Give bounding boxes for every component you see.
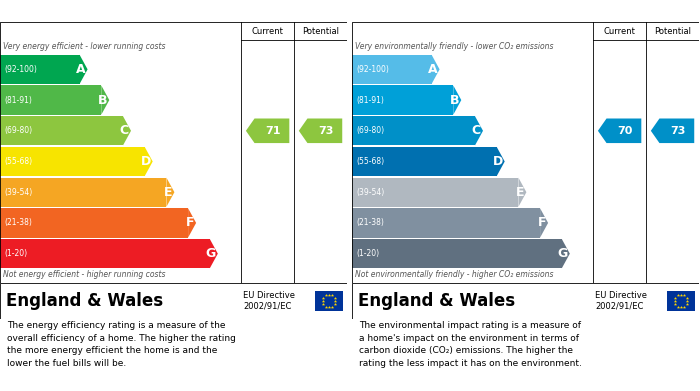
Bar — [0, 178, 167, 207]
Text: The environmental impact rating is a measure of
a home's impact on the environme: The environmental impact rating is a mea… — [359, 321, 582, 368]
Text: D: D — [141, 155, 150, 168]
Text: E: E — [164, 186, 172, 199]
Text: C: C — [472, 124, 481, 137]
Text: G: G — [206, 247, 216, 260]
Polygon shape — [519, 178, 526, 207]
Polygon shape — [210, 239, 218, 268]
Text: (39-54): (39-54) — [356, 188, 384, 197]
Text: EU Directive
2002/91/EC: EU Directive 2002/91/EC — [595, 291, 647, 311]
Text: (92-100): (92-100) — [356, 65, 389, 74]
Polygon shape — [598, 118, 641, 143]
Polygon shape — [299, 118, 342, 143]
Text: E: E — [516, 186, 524, 199]
Text: EU Directive
2002/91/EC: EU Directive 2002/91/EC — [243, 291, 295, 311]
Bar — [0, 208, 188, 238]
Polygon shape — [540, 208, 548, 238]
Polygon shape — [102, 86, 109, 115]
Text: G: G — [558, 247, 568, 260]
Text: F: F — [186, 217, 194, 230]
Text: Not environmentally friendly - higher CO₂ emissions: Not environmentally friendly - higher CO… — [355, 270, 554, 279]
Polygon shape — [80, 55, 88, 84]
Text: 73: 73 — [670, 126, 685, 136]
Polygon shape — [454, 86, 461, 115]
Text: The energy efficiency rating is a measure of the
overall efficiency of a home. T: The energy efficiency rating is a measur… — [7, 321, 236, 368]
Text: (81-91): (81-91) — [356, 95, 384, 104]
Text: (55-68): (55-68) — [4, 157, 32, 166]
Bar — [352, 178, 519, 207]
Text: Energy Efficiency Rating: Energy Efficiency Rating — [5, 5, 168, 18]
Bar — [0, 116, 123, 145]
Bar — [0, 147, 145, 176]
Text: Current: Current — [603, 27, 636, 36]
Text: F: F — [538, 217, 546, 230]
Polygon shape — [651, 118, 694, 143]
Polygon shape — [123, 116, 131, 145]
Bar — [352, 55, 432, 84]
Text: Environmental Impact (CO₂) Rating: Environmental Impact (CO₂) Rating — [357, 5, 589, 18]
Bar — [667, 291, 695, 311]
Text: (39-54): (39-54) — [4, 188, 32, 197]
Polygon shape — [188, 208, 196, 238]
Polygon shape — [145, 147, 153, 176]
Bar — [352, 86, 454, 115]
Bar — [0, 55, 80, 84]
Text: England & Wales: England & Wales — [6, 292, 163, 310]
Polygon shape — [246, 118, 289, 143]
Text: (1-20): (1-20) — [356, 249, 379, 258]
Text: C: C — [120, 124, 129, 137]
Text: B: B — [98, 93, 107, 107]
Bar — [352, 147, 497, 176]
Text: (55-68): (55-68) — [356, 157, 384, 166]
Polygon shape — [497, 147, 505, 176]
Text: (81-91): (81-91) — [4, 95, 32, 104]
Text: Very energy efficient - lower running costs: Very energy efficient - lower running co… — [3, 42, 165, 51]
Text: (69-80): (69-80) — [356, 126, 384, 135]
Bar — [352, 116, 475, 145]
Bar — [352, 239, 562, 268]
Bar — [0, 86, 102, 115]
Text: A: A — [428, 63, 438, 76]
Text: D: D — [492, 155, 503, 168]
Text: B: B — [450, 93, 459, 107]
Polygon shape — [432, 55, 440, 84]
Text: England & Wales: England & Wales — [358, 292, 515, 310]
Text: (92-100): (92-100) — [4, 65, 37, 74]
Text: (69-80): (69-80) — [4, 126, 32, 135]
Bar — [0, 239, 210, 268]
Text: 73: 73 — [318, 126, 333, 136]
Text: Potential: Potential — [302, 27, 339, 36]
Text: (21-38): (21-38) — [356, 219, 384, 228]
Bar — [352, 208, 540, 238]
Text: Current: Current — [252, 27, 284, 36]
Text: 70: 70 — [617, 126, 633, 136]
Text: (21-38): (21-38) — [4, 219, 32, 228]
Polygon shape — [167, 178, 174, 207]
Text: A: A — [76, 63, 85, 76]
Text: Very environmentally friendly - lower CO₂ emissions: Very environmentally friendly - lower CO… — [355, 42, 554, 51]
Polygon shape — [475, 116, 483, 145]
Text: Not energy efficient - higher running costs: Not energy efficient - higher running co… — [3, 270, 165, 279]
Text: 71: 71 — [265, 126, 281, 136]
Text: (1-20): (1-20) — [4, 249, 27, 258]
Bar — [315, 291, 343, 311]
Text: Potential: Potential — [654, 27, 691, 36]
Polygon shape — [562, 239, 570, 268]
